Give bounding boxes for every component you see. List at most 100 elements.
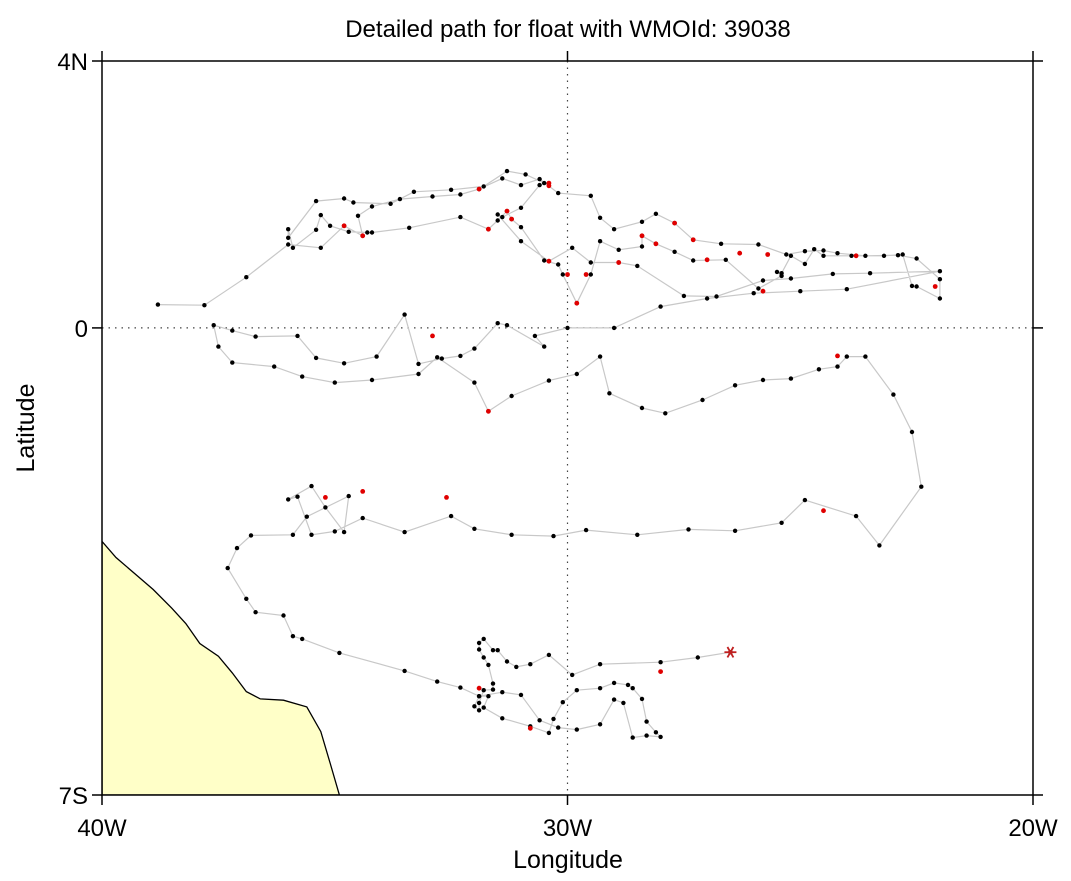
position-point — [812, 247, 817, 252]
flagged-positions — [323, 180, 938, 731]
position-point — [877, 543, 882, 548]
position-point — [476, 640, 482, 646]
position-point — [891, 392, 896, 397]
position-point — [630, 735, 635, 740]
position-point — [355, 213, 361, 218]
position-point — [900, 252, 905, 257]
position-point — [286, 227, 291, 232]
position-point — [435, 679, 440, 684]
x-axis-label: Longitude — [513, 846, 623, 874]
position-point — [518, 205, 524, 210]
position-point — [439, 356, 444, 361]
position-point — [281, 613, 286, 618]
y-axis-label: Latitude — [12, 384, 40, 473]
position-point — [718, 241, 724, 246]
position-point — [351, 200, 356, 205]
position-point — [639, 696, 645, 702]
position-point — [574, 371, 579, 377]
position-point — [844, 287, 849, 292]
position-point — [309, 532, 314, 537]
position-point — [607, 391, 612, 396]
position-point — [639, 405, 645, 411]
flagged-point — [574, 300, 580, 306]
position-point — [821, 248, 826, 253]
position-point — [658, 660, 663, 665]
position-point — [779, 273, 784, 279]
axis-ticks: 40W 30W 20W 4N 0 7S — [57, 49, 1058, 842]
position-point — [458, 685, 463, 690]
y-tick-label: 7S — [59, 783, 88, 810]
last-position-marker — [724, 646, 737, 658]
flagged-point — [509, 216, 514, 222]
position-point — [723, 257, 728, 262]
position-point — [686, 527, 691, 532]
position-point — [369, 377, 375, 383]
position-point — [532, 333, 538, 339]
flagged-point — [704, 257, 710, 263]
position-point — [537, 718, 542, 723]
last-position-star — [724, 646, 737, 658]
position-point — [486, 694, 491, 699]
position-point — [490, 648, 496, 653]
position-point — [341, 361, 347, 366]
flagged-point — [504, 208, 510, 214]
position-point — [230, 360, 235, 365]
position-point — [732, 383, 738, 388]
position-point — [495, 648, 500, 653]
position-point — [230, 328, 235, 333]
position-point — [476, 647, 482, 652]
flagged-point — [639, 233, 645, 239]
position-point — [155, 302, 161, 307]
position-point — [253, 610, 258, 615]
position-point — [369, 204, 375, 209]
position-point — [244, 275, 249, 280]
position-point — [635, 263, 640, 269]
position-point — [290, 245, 296, 250]
position-point — [788, 376, 794, 381]
position-point — [700, 397, 705, 403]
position-point — [588, 260, 593, 265]
position-point — [318, 245, 323, 250]
position-point — [597, 239, 603, 244]
flagged-point — [486, 226, 491, 232]
position-point — [756, 286, 761, 291]
position-point — [551, 533, 556, 539]
position-point — [542, 180, 547, 186]
position-point — [542, 258, 547, 263]
position-point — [318, 212, 323, 218]
position-point — [625, 682, 631, 688]
position-point — [332, 529, 337, 534]
position-point — [597, 662, 603, 667]
position-point — [635, 532, 640, 537]
position-point — [644, 733, 649, 738]
position-point — [476, 694, 482, 699]
position-point — [481, 636, 486, 642]
position-point — [863, 354, 868, 359]
position-point — [514, 664, 519, 670]
position-point — [248, 533, 254, 538]
position-point — [784, 252, 789, 257]
position-point — [760, 377, 766, 383]
y-tick-label: 0 — [75, 316, 88, 343]
flagged-point — [765, 252, 771, 257]
position-point — [337, 650, 342, 656]
position-point — [216, 344, 221, 349]
position-point — [286, 242, 291, 247]
position-point — [937, 269, 943, 274]
flagged-point — [476, 685, 482, 691]
flagged-point — [653, 241, 659, 247]
position-point — [658, 734, 663, 740]
position-point — [411, 189, 417, 194]
position-point — [751, 291, 756, 296]
position-point — [202, 303, 207, 308]
position-point — [556, 262, 561, 267]
position-point — [397, 196, 403, 202]
position-point — [663, 411, 668, 416]
position-point — [272, 364, 277, 369]
position-point — [597, 722, 603, 727]
flagged-point — [658, 669, 663, 674]
x-tick-label: 20W — [1008, 815, 1058, 842]
position-point — [779, 520, 784, 525]
position-point — [523, 172, 528, 177]
position-point — [611, 325, 617, 331]
